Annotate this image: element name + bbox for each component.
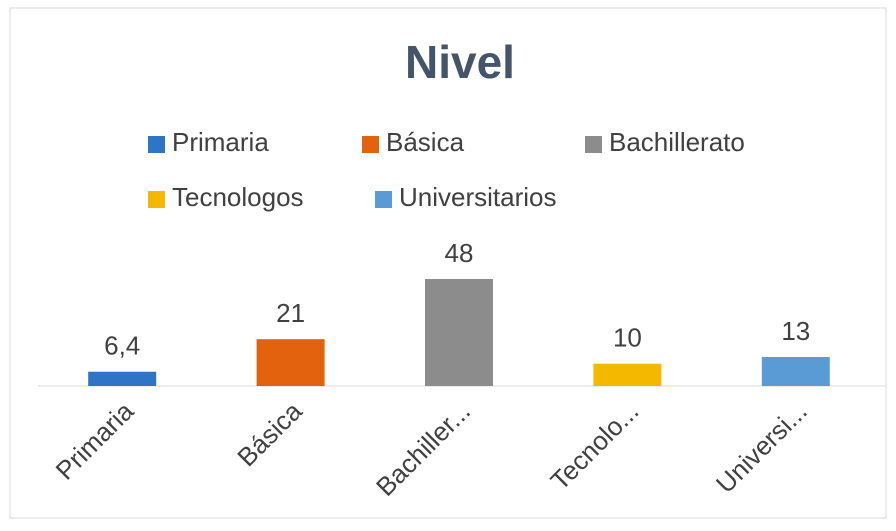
value-label: 6,4 [104,331,140,361]
value-label: 21 [276,298,305,328]
bar [88,371,157,386]
legend-label: Bachillerato [609,127,745,157]
chart-title: Nivel [405,36,515,88]
bar [761,357,830,386]
value-label: 10 [613,323,642,353]
value-label: 13 [781,316,810,346]
legend-label: Primaria [172,127,269,157]
legend-label: Tecnologos [172,182,304,212]
bar [256,339,325,386]
legend-label: Universitarios [399,182,557,212]
legend-swatch [148,191,165,208]
legend-swatch [362,136,379,153]
legend-label: Básica [386,127,465,157]
bar [593,363,662,386]
legend-swatch [148,136,165,153]
value-label: 48 [445,238,474,268]
legend-swatch [585,136,602,153]
bar [425,279,493,386]
chart-border [9,7,887,519]
legend-swatch [375,191,392,208]
